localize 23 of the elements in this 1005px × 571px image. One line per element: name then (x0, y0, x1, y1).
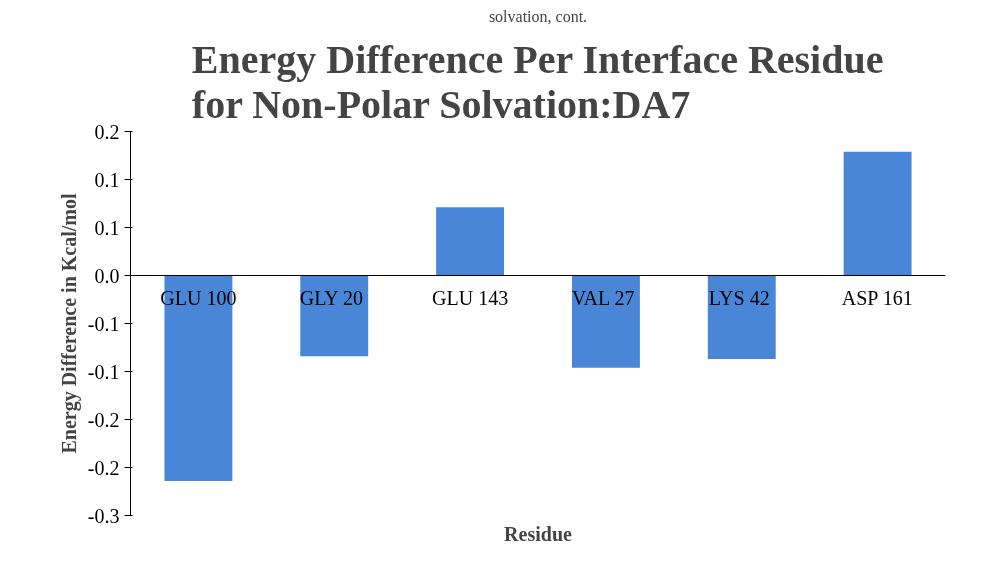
y-tick-label: -0.2 (87, 456, 120, 479)
y-axis-title: Energy Difference in Kcal/mol (57, 192, 81, 454)
y-tick-label: 0.2 (94, 120, 120, 143)
y-tick-label: 0.1 (94, 216, 120, 239)
bar (843, 151, 912, 276)
bar (436, 207, 505, 276)
y-tick-label: 0.0 (94, 264, 120, 287)
bar (571, 275, 640, 368)
x-tick-label: GLY 20 (299, 286, 364, 309)
x-tick-label: ASP 161 (841, 286, 913, 309)
y-tick-label: -0.3 (87, 504, 120, 527)
x-axis-title: Residue (504, 522, 573, 545)
text: solvation, cont. (488, 7, 588, 25)
chart-title: Energy Difference Per Interface Residue for Non-Polar Solvation:DA7 (191, 36, 884, 127)
y-tick-label: -0.2 (87, 408, 120, 431)
x-tick-label: VAL 27 (571, 286, 635, 309)
bar (300, 275, 369, 357)
x-tick-label: LYS 42 (708, 286, 770, 309)
y-tick-label: -0.1 (87, 360, 120, 383)
x-tick-label: GLU 143 (432, 286, 509, 309)
y-tick-label: 0.1 (94, 168, 120, 191)
bar (707, 275, 776, 360)
y-tick-label: -0.1 (87, 312, 120, 335)
